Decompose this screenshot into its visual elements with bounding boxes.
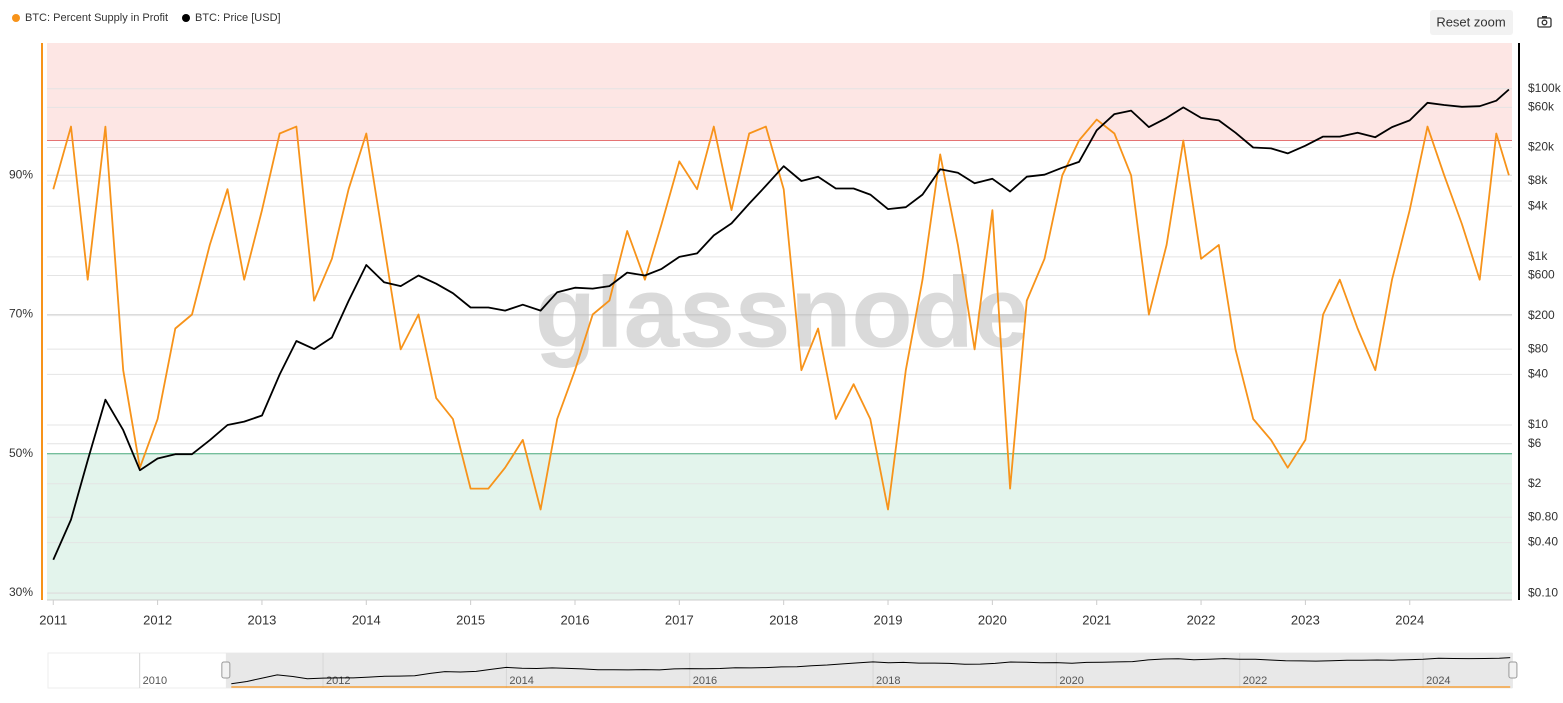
x-tick-label: 2020	[978, 612, 1007, 627]
x-tick-label: 2024	[1395, 612, 1424, 627]
x-tick-label: 2017	[665, 612, 694, 627]
x-tick-label: 2011	[39, 612, 67, 627]
threshold-band	[47, 43, 1512, 141]
navigator-tick-label: 2014	[509, 675, 533, 687]
camera-icon[interactable]	[1537, 16, 1552, 28]
x-tick-label: 2019	[874, 612, 903, 627]
legend-label[interactable]: BTC: Price [USD]	[195, 12, 281, 24]
y2-tick-label: $0.80	[1528, 509, 1558, 523]
x-tick-label: 2016	[561, 612, 590, 627]
x-tick-label: 2018	[769, 612, 798, 627]
camera-lens	[1541, 19, 1548, 26]
y2-tick-label: $100k	[1528, 81, 1562, 95]
navigator-selection	[225, 653, 1513, 688]
x-tick-label: 2012	[143, 612, 172, 627]
y2-tick-label: $1k	[1528, 249, 1548, 263]
y2-tick-label: $80	[1528, 341, 1548, 355]
x-tick-label: 2021	[1082, 612, 1111, 627]
legend-swatch	[182, 14, 190, 22]
y2-tick-label: $200	[1528, 308, 1555, 322]
navigator-tick-label: 2022	[1243, 675, 1267, 687]
threshold-band	[47, 453, 1512, 600]
reset-zoom-button[interactable]	[1430, 10, 1513, 35]
navigator-tick-label: 2024	[1426, 675, 1450, 687]
legend: BTC: Percent Supply in Profit BTC: Price…	[12, 12, 281, 24]
navigator-tick-label: 2020	[1059, 675, 1083, 687]
y2-tick-label: $20k	[1528, 140, 1555, 154]
y-tick-label: 50%	[9, 446, 33, 460]
y2-tick-label: $600	[1528, 268, 1555, 282]
x-tick-label: 2022	[1187, 612, 1216, 627]
series-line	[52, 88, 1510, 561]
legend-label[interactable]: BTC: Percent Supply in Profit	[25, 12, 168, 24]
navigator-line	[231, 657, 1511, 685]
y2-tick-label: $6	[1528, 436, 1542, 450]
y2-tick-label: $10	[1528, 417, 1548, 431]
watermark: glassnode	[535, 256, 1030, 368]
navigator-tick-label: 2010	[143, 675, 167, 687]
y-tick-label: 90%	[9, 167, 33, 181]
legend-swatch	[12, 14, 20, 22]
x-tick-label: 2015	[456, 612, 485, 627]
y2-tick-label: $2	[1528, 476, 1542, 490]
series-line	[52, 118, 1510, 511]
y2-tick-label: $0.40	[1528, 535, 1558, 549]
y2-tick-label: $8k	[1528, 173, 1548, 187]
x-tick-label: 2014	[352, 612, 381, 627]
y-tick-label: 30%	[9, 585, 33, 599]
navigator-handle[interactable]	[221, 661, 231, 679]
navigator-tick-label: 2018	[876, 675, 900, 687]
navigator-handle[interactable]	[1508, 661, 1518, 679]
y2-tick-label: $40	[1528, 367, 1548, 381]
y2-tick-label: $0.10	[1528, 585, 1558, 599]
y2-tick-label: $4k	[1528, 198, 1548, 212]
x-tick-label: 2013	[247, 612, 276, 627]
navigator-tick-label: 2012	[326, 675, 350, 687]
reset-zoom-label[interactable]: Reset zoom	[1436, 14, 1505, 29]
camera-top	[1542, 16, 1547, 19]
plot-area: glassnode 30% 50% 70% 90% $0.10 $0.40 $0.80 $2 $6…	[9, 43, 1562, 627]
x-tick-label: 2023	[1291, 612, 1320, 627]
y2-tick-label: $60k	[1528, 100, 1555, 114]
y-tick-label: 70%	[9, 307, 33, 321]
navigator: 2010 2012 2014 2016 2018 2020 2022 2024	[47, 652, 1518, 689]
navigator-tick-label: 2016	[693, 675, 717, 687]
